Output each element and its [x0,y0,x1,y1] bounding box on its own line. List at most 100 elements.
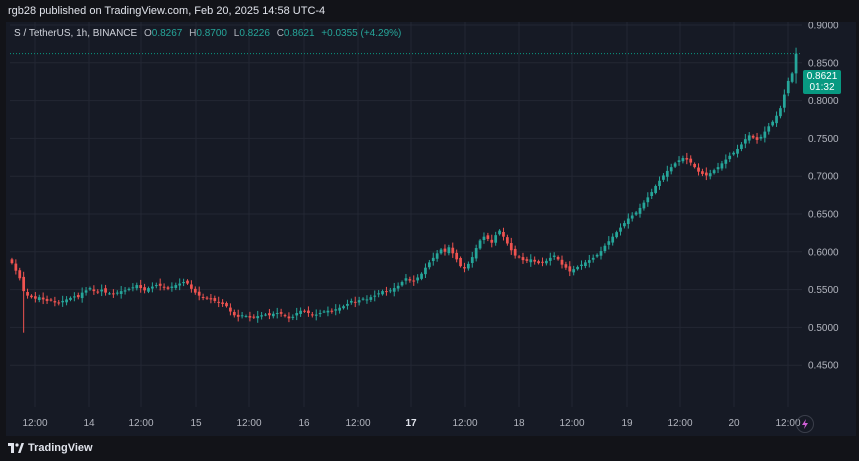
candle-body [685,158,689,160]
candle-body [303,310,306,312]
candle-body [49,299,53,301]
x-tick-label: 12:00 [345,418,370,429]
candle-body [771,121,775,126]
candle-body [314,314,318,316]
candle-body [615,232,618,238]
last-price: 0.8621 [806,71,838,82]
chart-panel[interactable]: 0.9000 0.8500 0.8000 0.7500 0.7000 0.6500 0.60… [6,21,856,436]
candle-body [45,298,49,301]
candle-body [166,287,170,289]
candlestick-chart[interactable]: 0.9000 0.8500 0.8000 0.7500 0.7000 0.6500 0.60… [6,21,856,436]
candle-body [240,315,244,317]
candle-body [76,295,80,298]
x-tick-label: 12:00 [559,418,584,429]
candle-body [786,80,790,94]
candle-body [720,163,724,169]
candle-body [708,173,712,177]
candle-body [435,253,439,259]
candle-body [193,288,197,293]
candle-body [112,293,115,295]
candle-body [33,296,37,299]
last-price-tag: 0.8621 01:32 [803,70,841,94]
y-tick-label: 0.6500 [808,210,839,221]
candle-body [794,53,798,74]
lightning-icon[interactable] [796,415,814,433]
candle-body [775,115,778,124]
candle-body [513,248,517,256]
candle-body [96,291,100,293]
candle-body [486,235,490,239]
candle-body [740,144,743,149]
candle-body [53,301,57,303]
candle-body [271,313,275,317]
close-label: C [276,28,284,39]
candle-body [170,286,174,288]
candle-body [57,302,61,304]
y-tick-label: 0.8000 [808,96,839,107]
candle-body [755,137,759,140]
candle-body [69,297,72,300]
symbol-legend[interactable]: S / TetherUS, 1h, BINANCE O0.8267 H0.870… [14,28,401,39]
close-value: 0.8621 [283,28,315,39]
candle-body [673,163,677,167]
x-axis[interactable]: 12:00 14 12:00 15 12:00 16 12:00 17 12:00 18 12:00… [22,418,800,429]
y-tick-label: 0.5500 [808,285,839,296]
candle-body [478,240,482,249]
y-tick-label: 0.6000 [808,247,839,258]
candle-body [424,267,427,275]
y-axis[interactable]: 0.9000 0.8500 0.8000 0.7500 0.7000 0.6500 0.60… [808,21,839,372]
candle-body [260,315,263,317]
candle-body [190,284,193,289]
candle-body [342,306,345,309]
candle-body [743,139,747,144]
low-value: 0.8226 [239,28,270,39]
candle-body [712,170,716,174]
candle-body [623,223,626,227]
candle-body [697,167,700,172]
candle-body [595,254,599,257]
candle-body [580,264,583,267]
candle-body [201,297,205,299]
candle-body [747,135,751,141]
tradingview-logo[interactable]: TradingView [8,442,93,454]
candle-body [30,295,33,298]
candle-body [147,288,150,292]
candle-body [14,263,18,271]
candle-body [677,160,681,162]
candle-body [537,261,540,264]
candle-body [108,293,111,295]
candle-body [182,282,185,284]
candle-body [10,259,14,264]
candle-body [568,266,572,272]
x-tick-label: 14 [83,418,95,429]
candle-body [174,285,178,288]
candle-body [467,263,470,269]
candle-body [665,170,669,177]
candle-body [619,227,622,232]
candle-body [104,288,107,293]
candle-body [349,300,353,303]
candle-body [65,299,68,303]
candle-body [92,289,96,292]
candle-body [209,298,213,300]
candle-body [287,316,291,319]
candle-body [506,237,509,244]
candle-body [139,285,143,289]
candle-body [669,167,673,172]
candle-body [369,297,373,300]
candle-body [693,163,696,168]
candle-body [151,286,154,289]
candle-body [73,296,76,298]
candle-body [634,212,638,215]
candle-body [498,230,501,235]
candle-body [334,309,338,311]
open-label: O [143,28,152,39]
candle-body [37,297,41,301]
candle-body [318,313,322,315]
candle-body [135,285,139,289]
candle-body [572,269,576,273]
candle-body [782,94,786,108]
candle-body [256,316,260,319]
candle-body [611,236,615,243]
candle-body [502,231,505,237]
